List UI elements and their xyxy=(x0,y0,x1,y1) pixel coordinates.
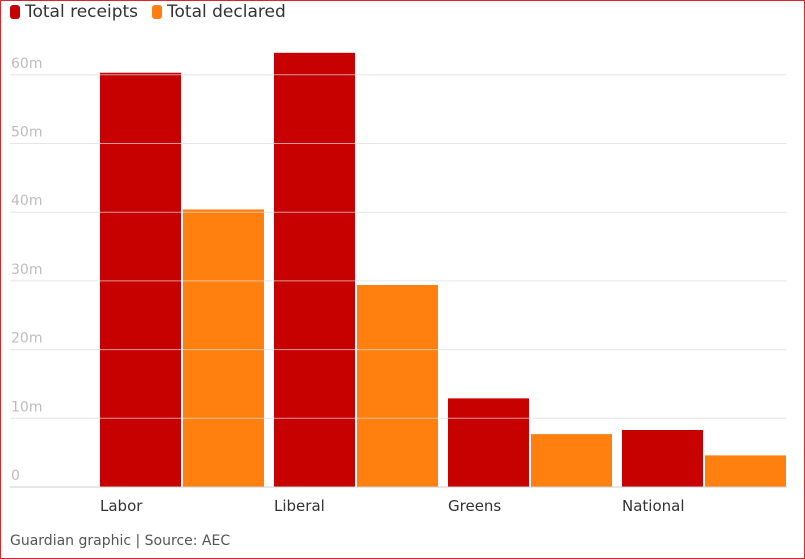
legend-swatch-total-receipts xyxy=(10,5,20,19)
x-tick-label-labor: Labor xyxy=(100,497,143,515)
y-tick-label-10m: 10m xyxy=(11,399,42,415)
y-tick-label-50m: 50m xyxy=(11,125,42,141)
bar-national-total-declared xyxy=(705,455,786,487)
legend-swatch-total-declared xyxy=(152,5,163,19)
legend-label-total-receipts: Total receipts xyxy=(25,2,139,22)
y-tick-label-30m: 30m xyxy=(11,262,42,278)
x-tick-label-liberal: Liberal xyxy=(274,497,325,515)
y-tick-label-60m: 60m xyxy=(11,56,42,72)
bar-national-total-receipts xyxy=(622,429,703,487)
legend: Total receipts Total declared xyxy=(10,2,286,22)
bar-labor-total-receipts xyxy=(100,72,181,487)
y-tick-label-20m: 20m xyxy=(11,331,42,347)
y-tick-label-0: 0 xyxy=(11,468,20,484)
y-tick-label-40m: 40m xyxy=(11,193,42,209)
bar-liberal-total-declared xyxy=(357,285,438,487)
bar-liberal-total-receipts xyxy=(274,52,355,487)
bar-greens-total-receipts xyxy=(448,398,529,487)
source-credit: Guardian graphic | Source: AEC xyxy=(10,533,231,549)
bar-labor-total-declared xyxy=(183,209,264,487)
x-tick-label-greens: Greens xyxy=(448,497,501,515)
legend-item-total-declared: Total declared xyxy=(152,2,286,22)
x-tick-label-national: National xyxy=(622,497,685,515)
legend-item-total-receipts: Total receipts xyxy=(10,2,138,22)
legend-label-total-declared: Total declared xyxy=(167,2,286,22)
bar-greens-total-declared xyxy=(531,434,612,487)
